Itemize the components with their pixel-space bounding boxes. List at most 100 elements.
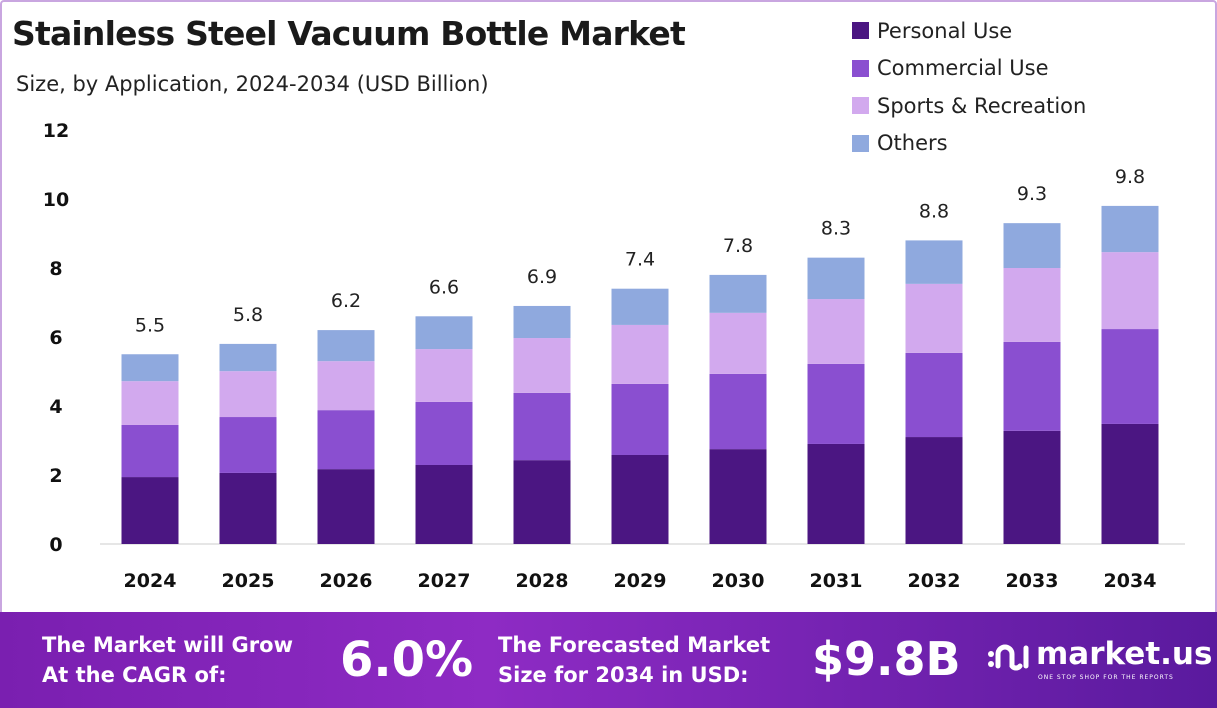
x-tick-label: 2032 <box>908 570 961 592</box>
legend-label: Commercial Use <box>877 56 1049 81</box>
y-tick-label: 10 <box>43 189 69 211</box>
x-tick-label: 2031 <box>810 570 863 592</box>
bar-segment-sports-recreation <box>1003 268 1061 342</box>
x-tick-label: 2028 <box>516 570 569 592</box>
logo-icon <box>988 644 1029 671</box>
bar-segment-commercial-use <box>1101 329 1159 424</box>
legend-swatch <box>852 59 869 77</box>
x-tick-label: 2025 <box>222 570 275 592</box>
total-label: 9.8 <box>1115 166 1145 188</box>
x-tick-label: 2027 <box>418 570 471 592</box>
forecast-label-line2: Size for 2034 in USD: <box>498 663 749 687</box>
total-label: 7.8 <box>723 235 753 257</box>
legend-item: Personal Use <box>852 12 1086 50</box>
bar-segment-commercial-use <box>415 401 473 465</box>
bar-segment-others <box>121 354 179 382</box>
chart-subtitle: Size, by Application, 2024-2034 (USD Bil… <box>16 72 489 96</box>
y-tick-label: 6 <box>49 327 62 349</box>
bar-segment-personal-use <box>1003 430 1061 544</box>
total-label: 6.9 <box>527 266 557 288</box>
bottom-banner: The Market will Grow At the CAGR of: 6.0%… <box>0 612 1217 708</box>
chart-title: Stainless Steel Vacuum Bottle Market <box>12 14 686 53</box>
bar-segment-sports-recreation <box>905 283 963 353</box>
bar-segment-commercial-use <box>219 417 277 473</box>
x-tick-label: 2024 <box>124 570 177 592</box>
y-tick-label: 8 <box>49 258 62 280</box>
cagr-label-line2: At the CAGR of: <box>42 663 227 687</box>
bar-segment-personal-use <box>415 464 473 544</box>
legend-label: Sports & Recreation <box>877 93 1087 118</box>
y-tick-label: 4 <box>49 396 62 418</box>
bar-segment-commercial-use <box>513 392 571 461</box>
bar-segment-commercial-use <box>709 373 767 450</box>
bar-segment-others <box>807 257 865 300</box>
bar-chart: 0 2 4 6 8 10 12 5.5 2024 5.8 2025 6.2 2026 6.6 2027 6.9… <box>43 120 1185 592</box>
bar-segment-personal-use <box>1101 423 1159 544</box>
bar-segment-others <box>1101 205 1159 253</box>
x-tick-label: 2034 <box>1104 570 1157 592</box>
total-label: 6.2 <box>331 290 361 312</box>
logo-tagline: ONE STOP SHOP FOR THE REPORTS <box>1038 674 1174 681</box>
x-tick-label: 2026 <box>320 570 373 592</box>
y-tick-label: 0 <box>49 534 62 556</box>
total-label: 7.4 <box>625 249 655 271</box>
logo-text: market.us <box>1036 636 1213 672</box>
bar-segment-sports-recreation <box>121 381 179 425</box>
bar-segment-others <box>317 330 375 362</box>
bar-segment-sports-recreation <box>513 338 571 393</box>
bar-segment-personal-use <box>807 443 865 544</box>
cagr-label-line1: The Market will Grow <box>42 633 293 657</box>
bar-segment-commercial-use <box>1003 341 1061 431</box>
bar-segment-sports-recreation <box>317 361 375 411</box>
bar-segment-others <box>219 343 277 372</box>
total-label: 8.8 <box>919 200 949 222</box>
bar-segment-sports-recreation <box>709 312 767 374</box>
legend-item: Sports & Recreation <box>852 87 1086 125</box>
bar-segment-commercial-use <box>611 383 669 455</box>
bar-segment-sports-recreation <box>415 349 473 402</box>
legend-label: Others <box>877 131 948 156</box>
total-label: 8.3 <box>821 218 851 240</box>
bar-segment-others <box>709 274 767 313</box>
bar-segment-commercial-use <box>905 352 963 438</box>
bar-segment-others <box>1003 223 1061 268</box>
bar-segment-others <box>905 240 963 284</box>
legend-item: Commercial Use <box>852 50 1086 88</box>
bar-segment-commercial-use <box>317 410 375 470</box>
cagr-value: 6.0% <box>340 632 474 688</box>
forecast-label: The Forecasted Market Size for 2034 in US… <box>498 630 770 690</box>
legend-swatch <box>852 97 869 115</box>
bar-segment-sports-recreation <box>1101 252 1159 330</box>
total-label: 6.6 <box>429 276 459 298</box>
total-label: 5.8 <box>233 304 263 326</box>
cagr-label: The Market will Grow At the CAGR of: <box>42 630 293 690</box>
bar-segment-personal-use <box>905 437 963 544</box>
bar-segment-sports-recreation <box>807 299 865 364</box>
bar-segment-personal-use <box>317 469 375 544</box>
x-tick-label: 2030 <box>712 570 765 592</box>
forecast-label-line1: The Forecasted Market <box>498 633 771 657</box>
bar-segment-sports-recreation <box>219 371 277 418</box>
legend-item: Others <box>852 125 1086 163</box>
bar-segment-others <box>513 305 571 339</box>
bar-segment-others <box>415 316 473 350</box>
legend-swatch <box>852 22 869 40</box>
x-tick-label: 2029 <box>614 570 667 592</box>
total-label: 9.3 <box>1017 183 1047 205</box>
legend-label: Personal Use <box>877 18 1013 43</box>
bar-segment-commercial-use <box>121 424 179 478</box>
legend: Personal Use Commercial Use Sports & Recre… <box>852 12 1086 162</box>
bar-segment-personal-use <box>611 454 669 544</box>
total-label: 5.5 <box>135 314 165 336</box>
legend-swatch <box>852 134 869 152</box>
bar-segment-personal-use <box>709 449 767 544</box>
bar-segment-commercial-use <box>807 363 865 444</box>
y-tick-label: 12 <box>43 120 69 142</box>
bar-segment-personal-use <box>219 472 277 544</box>
bar-segment-personal-use <box>513 460 571 544</box>
forecast-value: $9.8B <box>812 632 961 686</box>
bar-segment-sports-recreation <box>611 324 669 384</box>
bar-segment-others <box>611 288 669 325</box>
y-tick-label: 2 <box>49 465 62 487</box>
x-tick-label: 2033 <box>1006 570 1059 592</box>
